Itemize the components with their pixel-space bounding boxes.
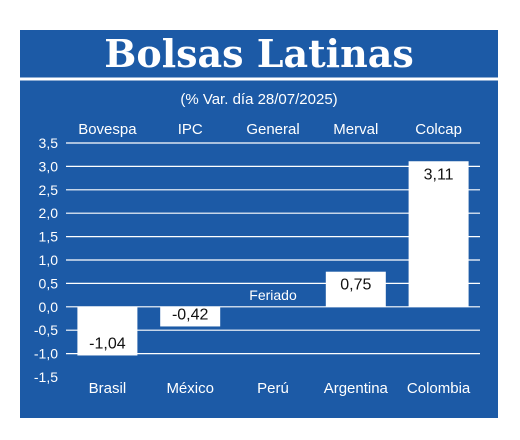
index-name: Colcap [415,121,462,138]
country-label: México [166,380,214,397]
y-tick-label: -1,0 [34,346,58,362]
data-labels: -1,04 -0,42 Feriado 0,75 3,11 [89,166,454,352]
country-labels: Brasil México Perú Argentina Colombia [89,380,471,397]
chart-subtitle: (% Var. día 28/07/2025) [180,91,337,108]
y-tick-label: 0,5 [39,275,59,291]
country-label: Perú [257,380,289,397]
y-tick-label: -0,5 [34,322,58,338]
bar [408,161,469,307]
y-tick-label: -1,5 [34,369,58,385]
index-names: Bovespa IPC General Merval Colcap [78,121,462,138]
bar [77,306,138,356]
y-axis-ticks: 3,5 3,0 2,5 2,0 1,5 1,0 0,5 0,0 -0,5 -1,0 -1,5 [34,135,58,385]
y-tick-label: 3,5 [39,135,59,151]
y-tick-label: 1,0 [39,252,59,268]
y-tick-label: 2,0 [39,205,59,221]
index-name: Merval [333,121,378,138]
bar-value-label: -0,42 [172,306,209,323]
index-name: Bovespa [78,121,137,138]
y-tick-label: 1,5 [39,229,59,245]
chart-title: Bolsas Latinas [104,31,414,76]
country-label: Argentina [324,380,389,397]
bar [160,306,221,327]
index-name: IPC [178,121,203,138]
bar-value-label: 0,75 [340,277,371,294]
y-tick-label: 3,0 [39,158,59,174]
bars [77,161,469,356]
bar [325,271,386,307]
country-label: Brasil [89,380,127,397]
y-tick-label: 2,5 [39,182,59,198]
bar-value-label: 3,11 [424,166,454,183]
y-tick-label: 0,0 [39,299,59,315]
bar-value-label: -1,04 [89,335,126,352]
bar-note: Feriado [249,287,297,303]
country-label: Colombia [407,380,471,397]
index-name: General [246,121,299,138]
